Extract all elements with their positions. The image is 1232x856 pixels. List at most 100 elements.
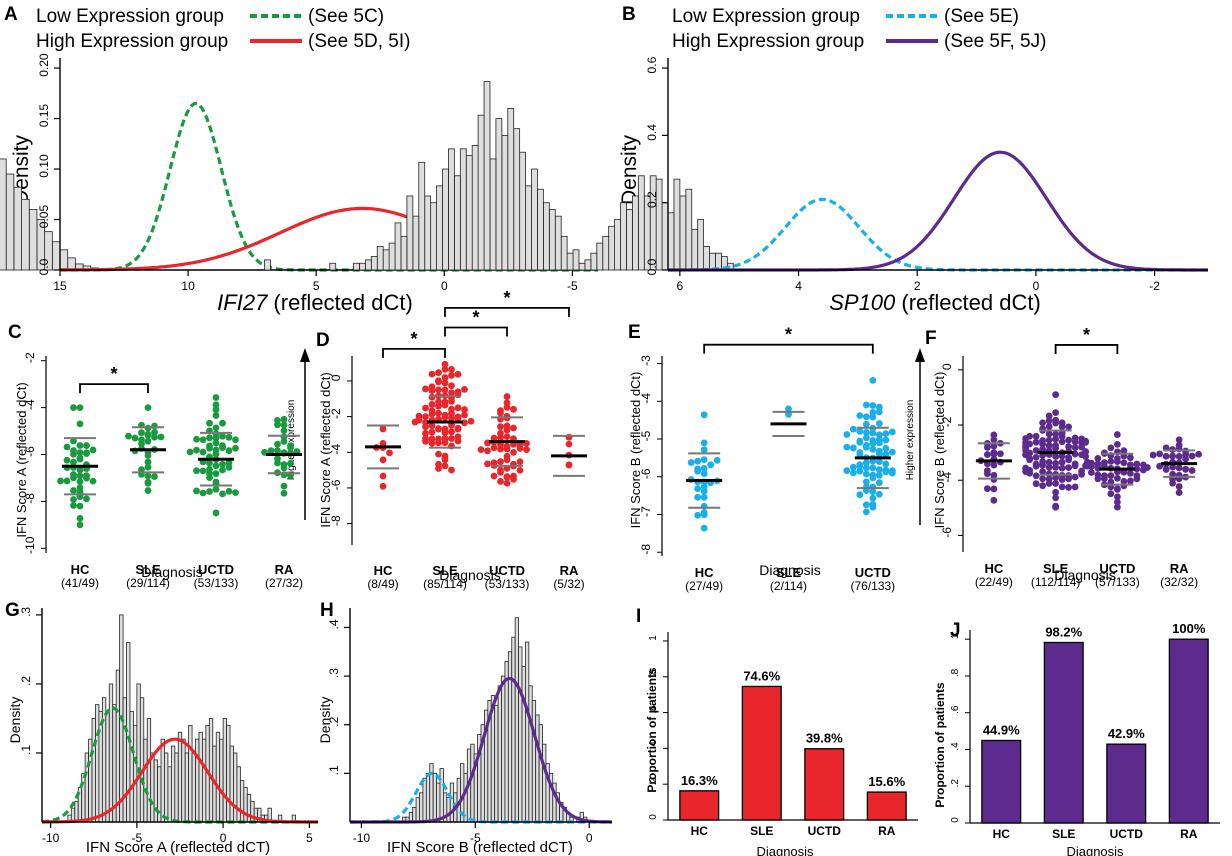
group-label: UCTD [198, 562, 234, 577]
data-point [435, 378, 442, 386]
data-point [869, 413, 877, 421]
histogram-bar [528, 685, 533, 823]
data-point [1126, 477, 1134, 485]
data-point [83, 442, 90, 449]
legend-high-label: High Expression group [672, 31, 864, 52]
data-point [193, 467, 200, 475]
y-axis-label: Density [317, 697, 333, 744]
data-point [1045, 417, 1053, 425]
y-tick-label: .8 [648, 669, 659, 678]
data-point [1113, 503, 1121, 511]
significance-star: * [110, 364, 117, 384]
category-label: SLE [1052, 827, 1075, 841]
data-point [415, 412, 423, 420]
y-tick-label: -8 [329, 515, 343, 526]
histogram-bar [566, 252, 574, 271]
panel-h-plot: -10 -5 0 .1 .2 .3 .4 [327, 608, 612, 845]
data-point [875, 420, 883, 427]
data-point [435, 369, 442, 377]
data-point [274, 440, 281, 448]
data-point [441, 425, 449, 433]
x-tick-label: 5 [306, 831, 313, 845]
data-point [1094, 475, 1102, 483]
panel-letter: G [5, 600, 20, 621]
data-point [1113, 431, 1121, 438]
histogram-bar [59, 249, 69, 271]
data-point [454, 437, 462, 445]
data-point [497, 423, 504, 431]
data-point [441, 462, 449, 470]
data-label: 44.9% [983, 722, 1020, 737]
histogram-bar [590, 252, 598, 271]
y-tick-label: -4 [23, 399, 37, 410]
histogram-bar [448, 148, 455, 271]
y-tick-label: .3 [327, 668, 341, 678]
data-point [700, 524, 708, 532]
y-tick-label: .2 [648, 777, 659, 786]
data-point [869, 429, 877, 437]
panel-h: H Density IFN Score B (reflected dCT) [317, 600, 573, 856]
data-point [454, 370, 462, 378]
data-point [1065, 464, 1073, 472]
y-tick-label: .4 [327, 619, 341, 629]
y-tick-label: 0.0 [37, 258, 51, 275]
group-count: (53/133) [194, 576, 239, 590]
significance-star: * [410, 329, 417, 349]
histogram-bar [470, 743, 475, 823]
data-point [379, 456, 387, 464]
data-point [280, 421, 288, 429]
histogram-bar [91, 718, 96, 823]
data-point [225, 487, 233, 495]
histogram-bar [535, 714, 540, 823]
histogram-bar [419, 792, 424, 823]
group-label: SLE [1043, 561, 1069, 576]
data-point [888, 469, 896, 477]
histogram-bar [229, 745, 234, 823]
data-point [1065, 475, 1073, 483]
data-point [1071, 434, 1079, 442]
data-point [212, 394, 220, 401]
data-point [1032, 460, 1040, 468]
significance-bracket [703, 343, 874, 354]
histogram-bar [560, 235, 568, 271]
group-label: UCTD [855, 565, 891, 580]
data-point [76, 455, 84, 463]
bar [804, 748, 845, 821]
y-tick-label: 0.6 [645, 56, 659, 73]
data-point [990, 431, 998, 439]
histogram-bar [425, 772, 431, 823]
data-point [1039, 475, 1047, 483]
data-point [700, 411, 708, 419]
group-count: (8/49) [367, 577, 398, 591]
y-tick-label: -5 [639, 430, 653, 441]
group-count: (41/49) [61, 576, 99, 590]
data-point [57, 477, 64, 485]
data-point [843, 467, 851, 475]
histogram-bar [394, 222, 402, 271]
data-point [990, 461, 998, 469]
histogram-bar [95, 704, 100, 823]
data-point [869, 445, 877, 453]
histogram-bar [519, 151, 526, 271]
panel-a: A Low Expression group (See 5C) High Exp… [4, 4, 413, 315]
group-count: (29/114) [126, 576, 170, 590]
histogram-bar [129, 711, 134, 823]
data-point [138, 440, 145, 448]
group-label: RA [560, 563, 579, 578]
y-axis-label: Density [7, 697, 23, 744]
histogram-bar [548, 209, 556, 271]
data-point [1182, 465, 1190, 473]
y-tick-label: -2 [23, 352, 37, 363]
data-point [700, 487, 708, 495]
panel-f-plot: 0 -2 -4 -6 HC(22/49) SLE(112/114) UCTD(57/133)… [940, 325, 1203, 589]
histogram-bar [177, 731, 183, 823]
histogram-bar [139, 697, 145, 823]
x-axis-label: Diagnosis [759, 562, 820, 578]
x-axis-label: Diagnosis [141, 564, 202, 580]
histogram-bar [459, 148, 467, 271]
data-point [1058, 483, 1066, 491]
data-point [63, 477, 71, 485]
bar [679, 790, 720, 821]
histogram-bar [542, 743, 547, 823]
histogram-bar [188, 724, 193, 823]
